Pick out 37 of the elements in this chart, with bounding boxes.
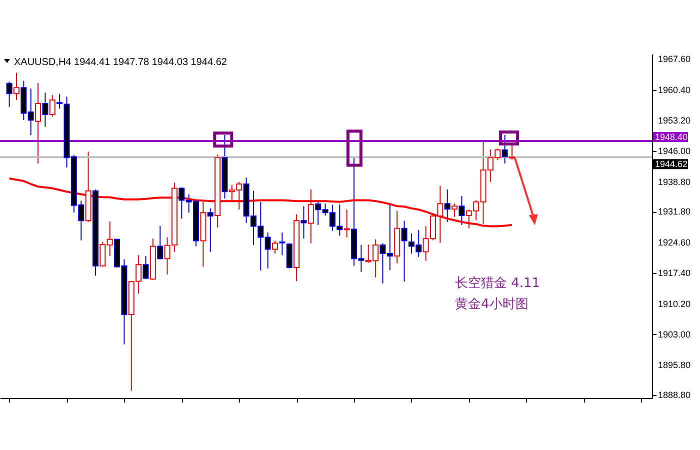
y-tick-label: 1924.60 (658, 237, 691, 248)
candlestick (344, 209, 350, 238)
annotation: 黄金4小时图 (455, 297, 528, 312)
y-tick-label: 1960.40 (658, 84, 691, 95)
y-tick-label: 1888.80 (658, 390, 691, 400)
candlestick (13, 72, 20, 101)
y-tick-label: 1953.20 (658, 116, 691, 126)
y-tick-label: 1967.60 (658, 54, 691, 64)
candlestick (401, 220, 408, 282)
ref-line-label: 1948.40 (655, 132, 688, 142)
y-tick-label: 1931.80 (658, 206, 691, 217)
candlestick (286, 242, 292, 269)
candlestick (6, 81, 12, 108)
candlestick (300, 206, 307, 240)
y-tick-label: 1938.80 (658, 176, 691, 187)
candlestick (56, 94, 63, 110)
chart-title: XAUUSD,H4 1944.41 1947.78 1944.03 1944.62 (14, 57, 228, 68)
y-tick-label: 1895.80 (658, 360, 691, 370)
ref-line-label: 1944.62 (655, 159, 688, 170)
candlestick (35, 82, 42, 164)
y-tick-label: 1910.20 (658, 298, 691, 309)
candlestick (272, 240, 278, 254)
candlestick (458, 195, 465, 226)
candlestick (444, 189, 450, 222)
candlestick (42, 92, 48, 128)
y-tick-label: 1917.40 (658, 268, 691, 278)
y-tick-label: 1903.00 (658, 329, 691, 340)
candlestick (452, 203, 458, 218)
candlestick (279, 232, 286, 256)
candlestick (502, 134, 508, 164)
candlestick (508, 143, 515, 160)
candlestick (142, 256, 149, 280)
candlestick (207, 208, 214, 252)
candlestick (157, 225, 164, 260)
candlestick (49, 94, 56, 118)
y-tick-label: 1946.00 (658, 146, 691, 156)
annotation: 长空猎金 4.11 (455, 276, 540, 291)
